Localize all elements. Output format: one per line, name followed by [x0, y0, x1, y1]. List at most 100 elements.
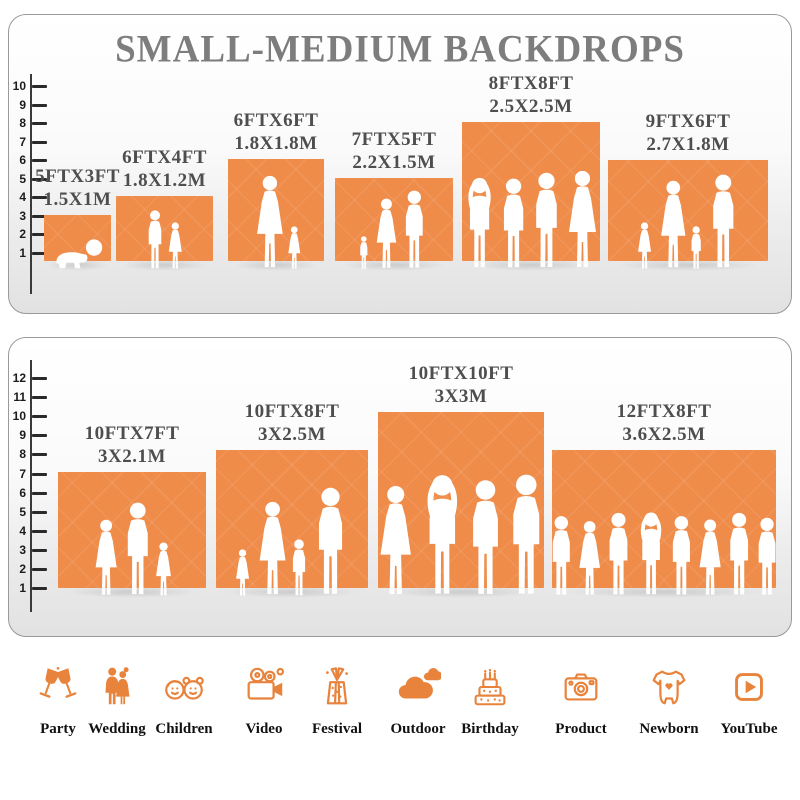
backdrop-rect — [116, 196, 213, 261]
toddler-silhouette — [360, 236, 368, 269]
ruler-tick — [32, 177, 47, 181]
people-shadow — [232, 259, 320, 271]
category-youtube: YouTube — [704, 664, 794, 738]
man-silhouette — [536, 172, 558, 268]
backdrop-rect — [44, 215, 111, 261]
ruler-tick — [32, 568, 47, 571]
size-feet-text: 12FTX8FT — [616, 401, 712, 422]
people-silhouettes — [468, 170, 597, 268]
backdrop-rect — [608, 160, 768, 261]
ruler-number: 11 — [13, 390, 26, 405]
category-party: Party — [13, 664, 103, 738]
girl-silhouette — [637, 222, 651, 269]
woman-silhouette — [377, 198, 397, 268]
children-icon — [161, 664, 207, 710]
size-meters-text: 3X2.1M — [98, 446, 166, 467]
category-video: Video — [219, 664, 309, 738]
backdrop-size-label: 10FTX10FT 3X3M — [346, 362, 576, 408]
people-group — [232, 487, 353, 602]
category-children: Children — [139, 664, 229, 738]
backdrop-size-label: 6FTX4FT 1.8X1.2M — [50, 146, 280, 192]
ruler-tick — [32, 453, 47, 457]
people-shadow — [120, 259, 209, 271]
category-newborn: Newborn — [624, 664, 714, 738]
ruler-number: 1 — [19, 245, 26, 260]
backdrop-size-label: 5FTX3FT 1.5X1M — [0, 165, 193, 211]
ruler-axis — [30, 360, 32, 612]
category-label: Product — [555, 721, 607, 737]
people-group — [249, 175, 304, 275]
category-festival: Festival — [292, 664, 382, 738]
ruler-number: 4 — [19, 523, 26, 538]
ruler-tick — [32, 529, 47, 533]
ruler-number: 6 — [19, 485, 26, 500]
ruler-number: 12 — [12, 371, 26, 385]
mother-with-child-silhouette — [256, 175, 283, 268]
size-meters-text: 2.7X1.8M — [646, 134, 730, 155]
ruler-number: 3 — [19, 208, 26, 223]
size-feet-text: 9FTX6FT — [645, 111, 731, 132]
people-group — [143, 210, 186, 275]
ruler-tick — [32, 377, 47, 380]
ruler-tick — [32, 548, 47, 552]
woman-silhouette — [579, 521, 601, 595]
party-icon — [35, 664, 81, 710]
ruler-tick — [32, 233, 47, 237]
girl-silhouette — [287, 226, 300, 269]
man-arms-up-silhouette — [468, 177, 491, 268]
people-shadow — [340, 259, 448, 271]
ruler-tick — [32, 140, 47, 144]
backdrop-rect — [378, 412, 544, 588]
child-silhouette — [691, 226, 701, 269]
category-product: Product — [536, 664, 626, 738]
people-group — [634, 174, 742, 275]
ruler-tick — [32, 214, 47, 218]
ruler-number: 10 — [12, 79, 26, 93]
category-label: Birthday — [461, 721, 519, 737]
man-silhouette — [127, 502, 148, 595]
people-group — [457, 170, 604, 275]
ruler-tick — [32, 587, 47, 591]
girl-silhouette — [235, 549, 249, 596]
woman-silhouette — [380, 485, 411, 594]
category-label: Party — [40, 721, 76, 737]
people-shadow — [468, 259, 594, 271]
category-label: Outdoor — [390, 721, 446, 737]
woman-silhouette — [259, 501, 286, 595]
people-silhouettes — [552, 512, 776, 595]
man-arms-up-silhouette — [640, 512, 662, 595]
backdrop-rect — [228, 159, 324, 261]
backdrop-size-label: 10FTX8FT 3X2.5M — [177, 400, 407, 446]
people-shadow — [386, 586, 536, 598]
size-meters-text: 1.5X1M — [43, 189, 112, 210]
size-feet-text: 10FTX7FT — [84, 423, 180, 444]
ruler-number: 4 — [19, 190, 26, 205]
backdrop-size-label: 9FTX6FT 2.7X1.8M — [573, 110, 800, 156]
man-silhouette — [513, 474, 540, 594]
ruler-number: 3 — [19, 542, 26, 557]
people-silhouettes — [148, 210, 182, 269]
size-feet-text: 6FTX4FT — [122, 147, 207, 168]
man-silhouette — [473, 479, 498, 594]
size-meters-text: 3X3M — [434, 386, 488, 407]
ruler-number: 9 — [19, 428, 26, 443]
woman-with-child-silhouette — [95, 519, 117, 595]
backdrop-size-label: 12FTX8FT 3.6X2.5M — [549, 400, 779, 446]
boy-silhouette — [292, 539, 305, 596]
size-feet-text: 7FTX5FT — [351, 129, 437, 150]
people-silhouettes — [235, 487, 342, 596]
people-group — [371, 470, 551, 602]
people-silhouettes — [637, 174, 734, 269]
page-title: SMALL-MEDIUM BACKDROPS — [115, 27, 685, 72]
ruler-tick — [32, 159, 47, 163]
outdoor-icon — [395, 664, 443, 710]
man-silhouette — [712, 174, 734, 268]
people-silhouettes — [380, 474, 540, 594]
people-group — [50, 236, 104, 275]
ruler-number: 2 — [19, 227, 26, 242]
people-group — [89, 502, 176, 602]
woman-silhouette — [660, 180, 686, 268]
ruler-number: 7 — [19, 466, 26, 481]
man-silhouette — [406, 190, 424, 268]
size-feet-text: 6FTX6FT — [233, 110, 319, 131]
